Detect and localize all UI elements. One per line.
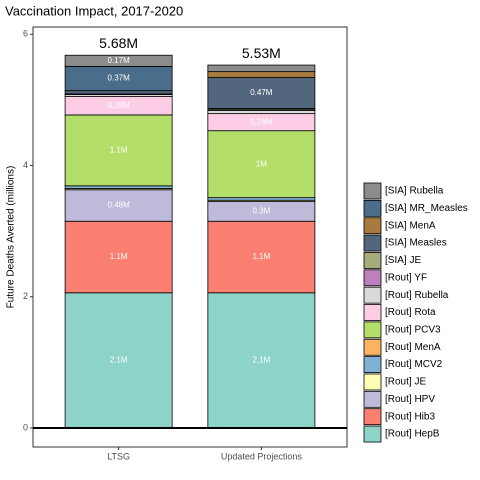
bar-segment (64, 90, 173, 95)
x-tick-label: Updated Projections (221, 451, 303, 461)
legend-label: [Rout] MenA (385, 342, 441, 353)
legend-label: [Rout] HPV (385, 394, 435, 405)
legend-swatch (363, 217, 382, 235)
bar-segment (207, 292, 316, 429)
value-label: 0.47M (250, 88, 273, 97)
legend-swatch (363, 304, 382, 321)
legend-label: [Rout] YF (385, 272, 427, 283)
chart-title: Vaccination Impact, 2017-2020 (5, 3, 183, 18)
total-label: 5.68M (99, 35, 138, 51)
total-label: 5.53M (242, 45, 281, 61)
bar-segment (64, 292, 173, 429)
y-tick-label: 6 (23, 29, 28, 39)
legend-label: [Rout] Hib3 (385, 411, 435, 422)
bar-segment (64, 65, 173, 92)
value-label: 0.26M (250, 117, 273, 126)
legend-swatch (363, 321, 382, 339)
legend-label: [Rout] MCV2 (385, 359, 443, 370)
value-label: 2.1M (110, 355, 128, 364)
legend-swatch (363, 199, 382, 217)
value-label: 0.17M (108, 56, 131, 65)
value-label: 1M (256, 159, 267, 168)
legend-swatch (363, 408, 382, 426)
legend-swatch (363, 425, 382, 443)
legend-swatch (363, 373, 382, 391)
legend-swatch (363, 182, 382, 200)
legend-label: [Rout] Rubella (385, 290, 449, 301)
bar-segment (207, 71, 316, 78)
value-label: 0.37M (108, 74, 131, 83)
bar-segment (64, 114, 173, 187)
value-label: 2.1M (252, 355, 270, 364)
y-tick-label: 0 (23, 422, 28, 432)
bar-segment (207, 77, 316, 109)
value-label: 1.1M (110, 145, 128, 154)
value-label: 1.1M (252, 252, 270, 261)
legend-label: [SIA] Rubella (385, 186, 444, 197)
legend-label: [SIA] MenA (385, 220, 436, 231)
legend-swatch (363, 390, 382, 408)
legend-swatch (363, 234, 382, 252)
x-tick-label: LTSG (107, 451, 130, 461)
value-label: 1.1M (110, 252, 128, 261)
legend-swatch (363, 356, 382, 374)
legend-swatch (363, 269, 382, 287)
legend-label: [SIA] Measles (385, 238, 447, 249)
legend-label: [Rout] Rota (385, 307, 436, 318)
y-axis-label: Future Deaths Averted (millions) (6, 166, 17, 309)
legend-swatch (363, 338, 382, 356)
legend-label: [Rout] PCV3 (385, 325, 441, 336)
legend-swatch (363, 252, 382, 269)
y-tick-label: 4 (23, 160, 28, 170)
legend-label: [Rout] JE (385, 377, 426, 388)
bar-segment (207, 64, 316, 73)
legend-label: [SIA] JE (385, 255, 421, 266)
value-label: 0.48M (108, 201, 131, 210)
y-tick-label: 2 (23, 291, 28, 301)
bar-segment (207, 130, 316, 199)
bar-segment (207, 109, 316, 115)
legend-swatch (363, 286, 382, 304)
bar-segment (64, 54, 173, 67)
legend-label: [Rout] HepB (385, 429, 440, 440)
value-label: 0.28M (108, 101, 131, 110)
bar-segment (207, 220, 316, 294)
value-label: 0.3M (252, 207, 270, 216)
legend-label: [SIA] MR_Measles (385, 203, 468, 214)
